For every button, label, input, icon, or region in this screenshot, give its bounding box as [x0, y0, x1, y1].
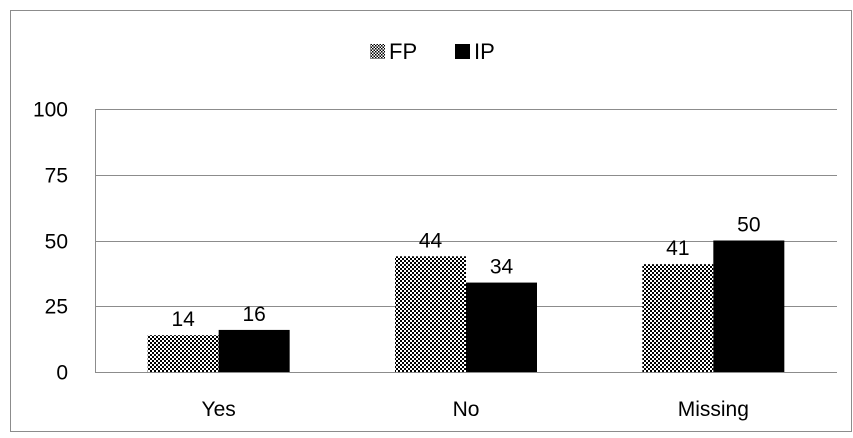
data-label: 14: [171, 308, 195, 331]
legend: FP IP: [370, 39, 495, 64]
x-tick-label: Yes: [202, 398, 236, 421]
bar-ip-yes: [218, 329, 290, 372]
axes: 0 25 50 75 100 Yes No Missing: [33, 99, 837, 421]
legend-label-fp: FP: [389, 39, 417, 64]
y-tick-label: 50: [45, 231, 68, 254]
y-tick-label: 25: [45, 296, 68, 319]
x-tick-label: Missing: [678, 398, 749, 421]
bar-fp-no: [395, 256, 466, 372]
bar-fp-missing: [642, 264, 714, 372]
bar-ip-no: [466, 282, 537, 372]
data-labels: 14 16 44 34 41 50: [171, 214, 760, 332]
bar-ip-missing: [713, 240, 785, 372]
bar-fp-yes: [147, 335, 219, 372]
data-label: 34: [490, 256, 514, 279]
data-label: 44: [419, 229, 443, 252]
y-tick-label: 0: [56, 362, 68, 385]
y-tick-label: 100: [33, 99, 68, 122]
legend-swatch-fp: [370, 44, 385, 59]
data-label: 16: [242, 303, 265, 326]
y-tick-label: 75: [45, 165, 68, 188]
legend-swatch-ip: [455, 44, 470, 59]
legend-label-ip: IP: [474, 39, 495, 64]
bars: [147, 240, 785, 372]
data-label: 50: [737, 214, 760, 237]
x-tick-label: No: [453, 398, 480, 421]
data-label: 41: [666, 237, 689, 260]
